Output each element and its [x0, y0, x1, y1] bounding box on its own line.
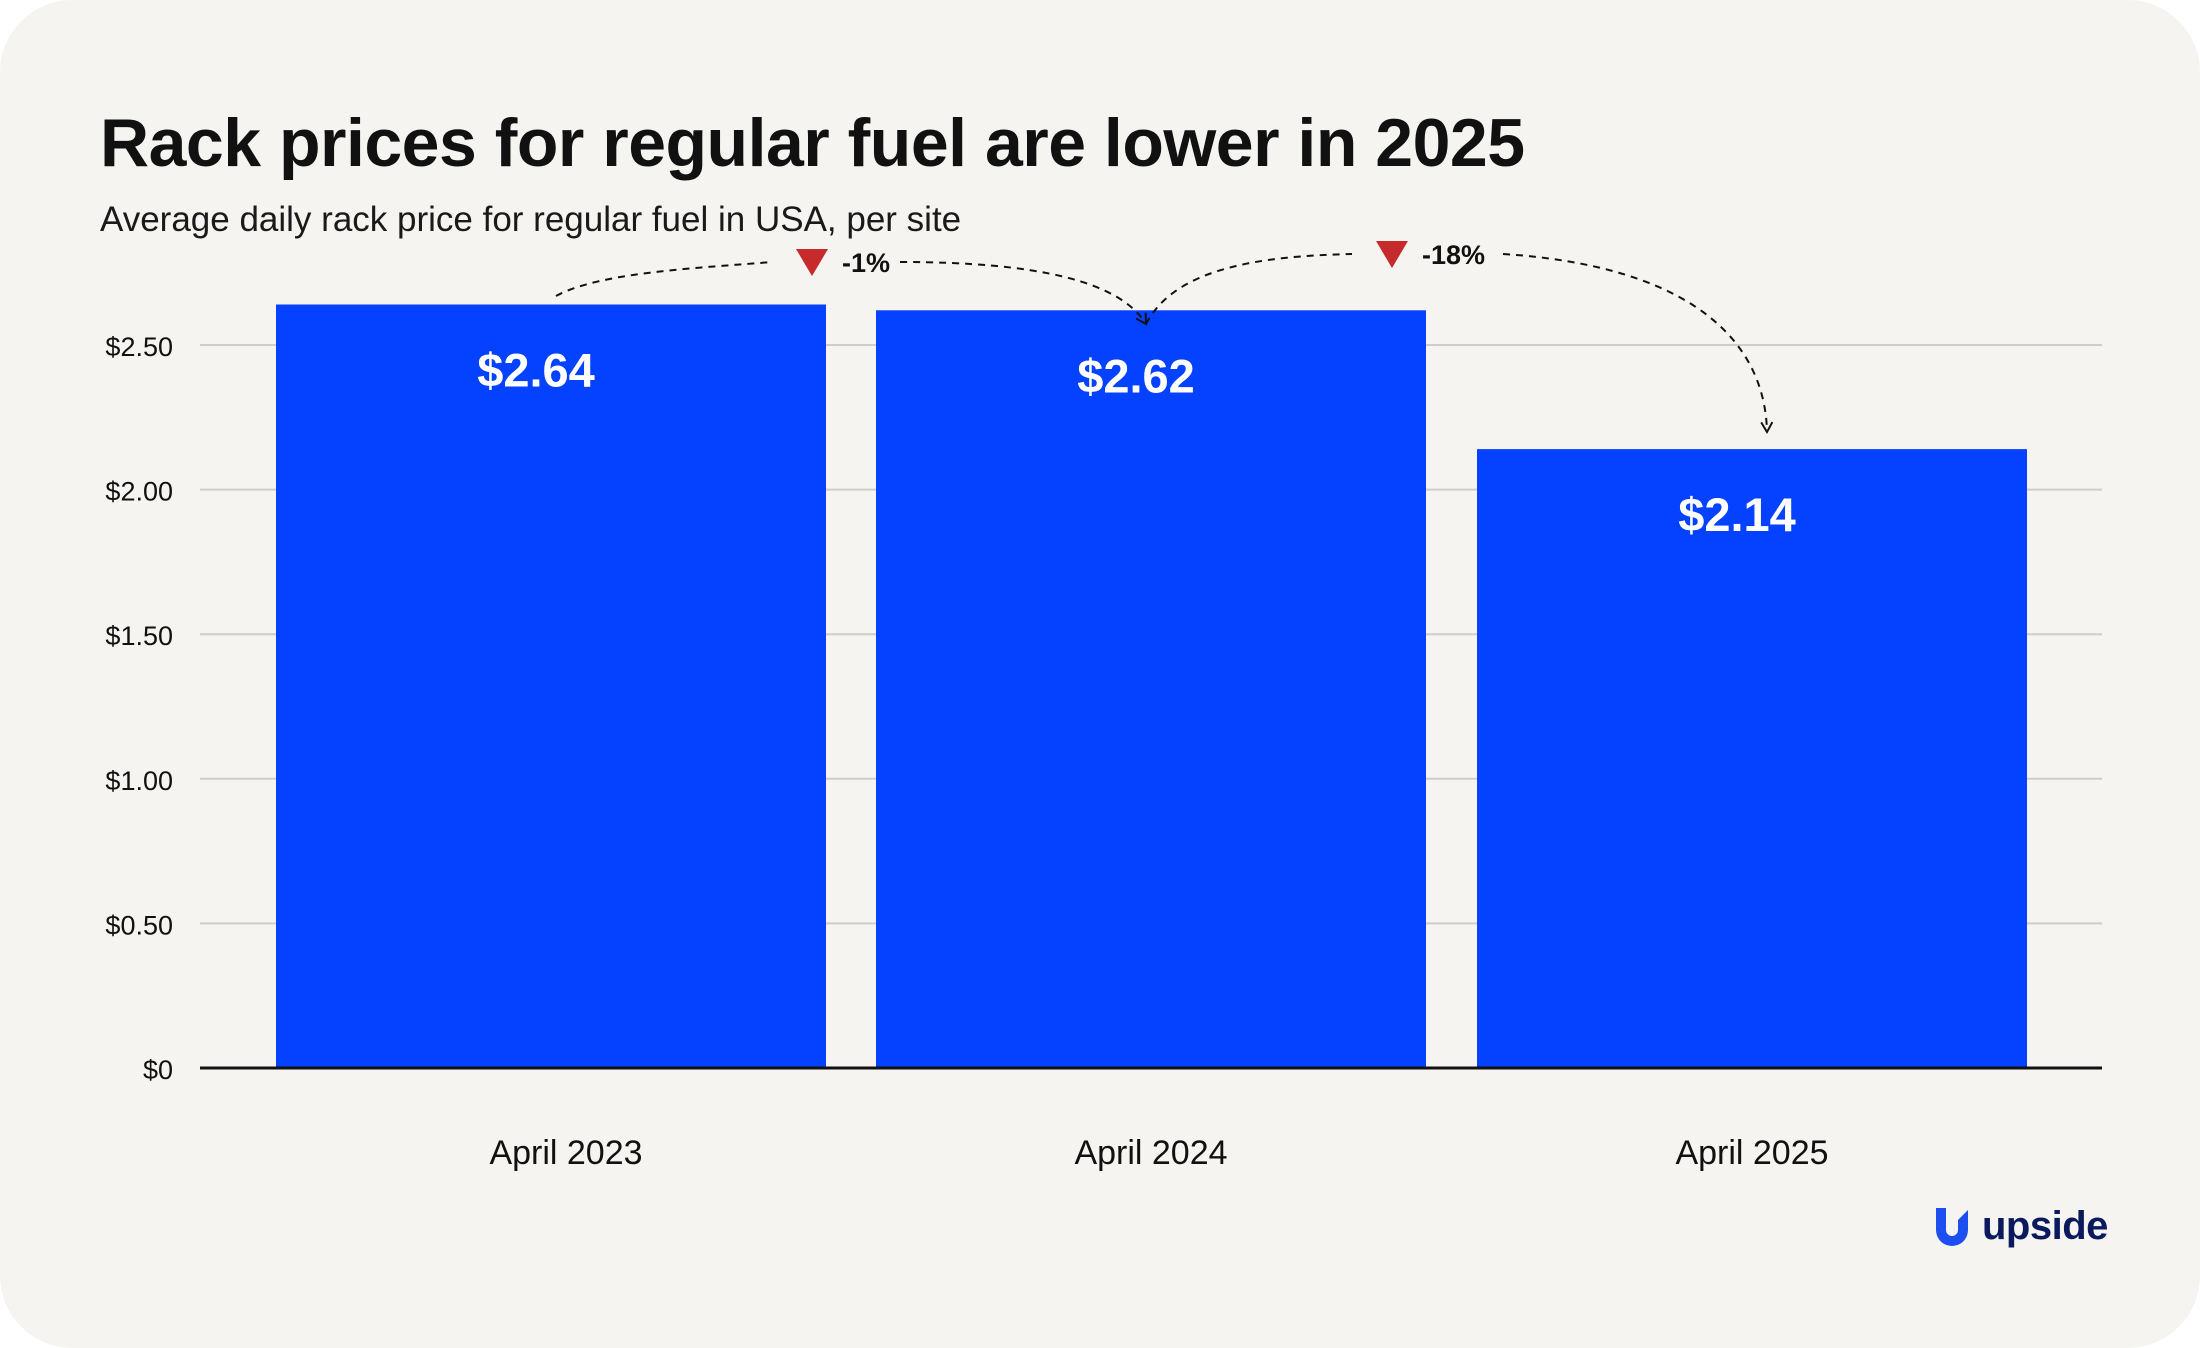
y-tick-label: $1.00 [105, 766, 173, 796]
x-tick-label: April 2024 [1074, 1134, 1227, 1172]
bar [876, 310, 1426, 1068]
down-triangle-icon [796, 249, 828, 276]
bar-value-label: $2.14 [1678, 488, 1796, 541]
y-tick-label: $1.50 [105, 621, 173, 651]
brand-name: upside [1982, 1204, 2108, 1248]
y-tick-label: $0 [143, 1055, 173, 1085]
upside-logo-icon [1936, 1207, 1968, 1246]
bar-value-label: $2.64 [477, 344, 595, 397]
bar-value-label: $2.62 [1077, 349, 1195, 402]
chart-title: Rack prices for regular fuel are lower i… [100, 105, 1525, 181]
chart-subtitle: Average daily rack price for regular fue… [100, 200, 962, 239]
y-tick-label: $2.00 [105, 477, 173, 507]
x-tick-label: April 2023 [489, 1134, 642, 1172]
bar [276, 304, 826, 1069]
brand-logo: upside [1932, 1204, 2108, 1249]
y-tick-label: $2.50 [105, 332, 173, 362]
y-tick-label: $0.50 [105, 910, 173, 940]
x-tick-label: April 2025 [1675, 1134, 1828, 1172]
change-label: -1% [842, 248, 890, 278]
bar [1477, 449, 2027, 1068]
down-triangle-icon [1376, 241, 1408, 268]
change-label: -18% [1422, 240, 1485, 270]
change-arrow-path [1502, 253, 1774, 434]
change-arrow-path [555, 261, 773, 297]
